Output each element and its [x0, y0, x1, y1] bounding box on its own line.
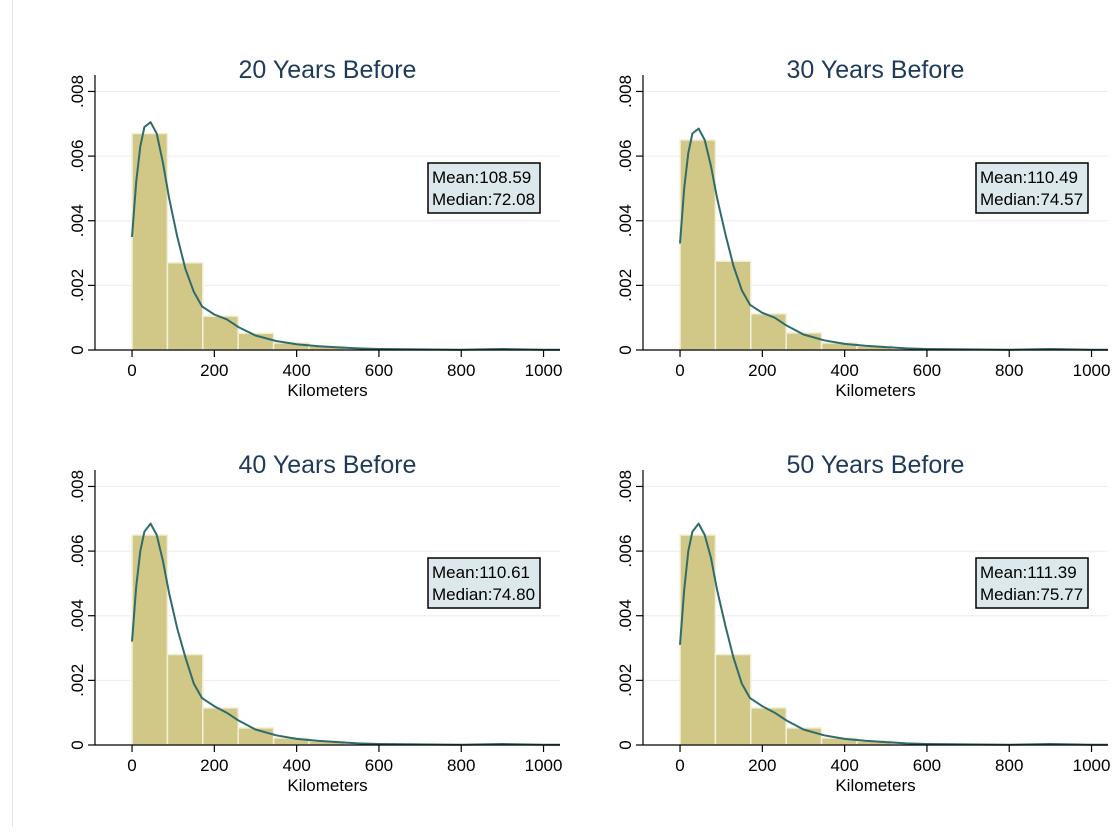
panel-30-years-before: 30 Years Before 0 .002 .004 .006 .008 0 200 400 6…: [568, 40, 1113, 440]
y-tick-label: .004: [68, 204, 87, 237]
chart-svg: 20 Years Before 0 .002 .004 .006 .008 0 200 400 6…: [20, 40, 565, 440]
y-tick-label: .002: [616, 269, 635, 302]
x-tick-label: 400: [282, 756, 310, 775]
x-tick-label: 0: [127, 756, 136, 775]
mean-label: Mean:108.59: [432, 168, 531, 187]
x-tick-label: 800: [995, 756, 1023, 775]
histogram-bar: [167, 655, 202, 745]
y-tick-label: .006: [616, 140, 635, 173]
mean-label: Mean:110.61: [432, 563, 530, 582]
chart-title: 30 Years Before: [787, 56, 965, 84]
panel-50-years-before: 50 Years Before 0 .002 .004 .006 .008 0 200 400 6…: [568, 435, 1113, 835]
y-tick-label: 0: [616, 740, 635, 749]
y-tick-label: .008: [616, 75, 635, 108]
x-tick-label: 400: [830, 756, 858, 775]
mean-label: Mean:111.39: [980, 563, 1077, 582]
x-tick-label: 0: [127, 361, 136, 380]
x-axis-label: Kilometers: [287, 381, 367, 400]
median-label: Median:72.08: [432, 190, 535, 209]
y-tick-label: .008: [68, 470, 87, 503]
x-tick-label: 800: [447, 361, 475, 380]
median-label: Median:74.80: [432, 585, 535, 604]
y-tick-label: .006: [68, 535, 87, 568]
y-tick-label: .004: [616, 599, 635, 632]
histogram-bar: [715, 655, 750, 745]
y-tick-label: .002: [616, 664, 635, 697]
y-tick-label: 0: [68, 740, 87, 749]
x-tick-label: 800: [447, 756, 475, 775]
y-tick-label: 0: [616, 345, 635, 354]
y-tick-label: .008: [616, 470, 635, 503]
x-tick-label: 600: [365, 756, 393, 775]
x-tick-label: 600: [913, 361, 941, 380]
stats-box: Mean:110.49 Median:74.57: [976, 163, 1088, 213]
x-axis-label: Kilometers: [835, 381, 915, 400]
y-tick-label: .002: [68, 269, 87, 302]
x-axis-label: Kilometers: [287, 776, 367, 795]
x-axis-label: Kilometers: [835, 776, 915, 795]
chart-title: 40 Years Before: [239, 451, 417, 479]
y-tick-label: .006: [616, 535, 635, 568]
x-tick-label: 200: [748, 361, 776, 380]
median-label: Median:74.57: [980, 190, 1083, 209]
x-tick-label: 0: [675, 756, 684, 775]
stats-box: Mean:110.61 Median:74.80: [428, 558, 540, 608]
x-tick-label: 200: [200, 756, 228, 775]
histogram-bar: [203, 316, 238, 350]
median-label: Median:75.77: [980, 585, 1083, 604]
histogram-bar: [203, 708, 238, 745]
x-tick-label: 1000: [1073, 756, 1111, 775]
x-tick-label: 400: [830, 361, 858, 380]
x-tick-label: 1000: [1073, 361, 1111, 380]
y-tick-label: .008: [68, 75, 87, 108]
y-tick-label: 0: [68, 345, 87, 354]
histogram-bar: [751, 708, 786, 745]
chart-svg: 30 Years Before 0 .002 .004 .006 .008 0 200 400 6…: [568, 40, 1113, 440]
chart-svg: 40 Years Before 0 .002 .004 .006 .008 0 200 400 6…: [20, 435, 565, 835]
x-tick-label: 800: [995, 361, 1023, 380]
x-tick-label: 1000: [525, 361, 563, 380]
panel-40-years-before: 40 Years Before 0 .002 .004 .006 .008 0 200 400 6…: [20, 435, 565, 835]
chart-title: 50 Years Before: [787, 451, 965, 479]
y-tick-label: .002: [68, 664, 87, 697]
x-tick-label: 600: [365, 361, 393, 380]
y-tick-label: .004: [68, 599, 87, 632]
x-tick-label: 400: [282, 361, 310, 380]
x-tick-label: 0: [675, 361, 684, 380]
histogram-bar: [167, 263, 202, 350]
page-border: [12, 0, 13, 827]
histogram-bar: [715, 261, 750, 350]
y-tick-label: .006: [68, 140, 87, 173]
stats-box: Mean:111.39 Median:75.77: [976, 558, 1088, 608]
stats-box: Mean:108.59 Median:72.08: [428, 163, 540, 213]
histogram-bar: [751, 314, 786, 350]
mean-label: Mean:110.49: [980, 168, 1078, 187]
y-tick-label: .004: [616, 204, 635, 237]
histogram-bar: [680, 535, 715, 745]
x-tick-label: 200: [200, 361, 228, 380]
x-tick-label: 600: [913, 756, 941, 775]
panel-20-years-before: 20 Years Before 0 .002 .004 .006 .008 0 200 400 6…: [20, 40, 565, 440]
x-tick-label: 1000: [525, 756, 563, 775]
histogram-bar: [132, 535, 167, 745]
x-tick-label: 200: [748, 756, 776, 775]
chart-svg: 50 Years Before 0 .002 .004 .006 .008 0 200 400 6…: [568, 435, 1113, 835]
chart-title: 20 Years Before: [239, 56, 417, 84]
